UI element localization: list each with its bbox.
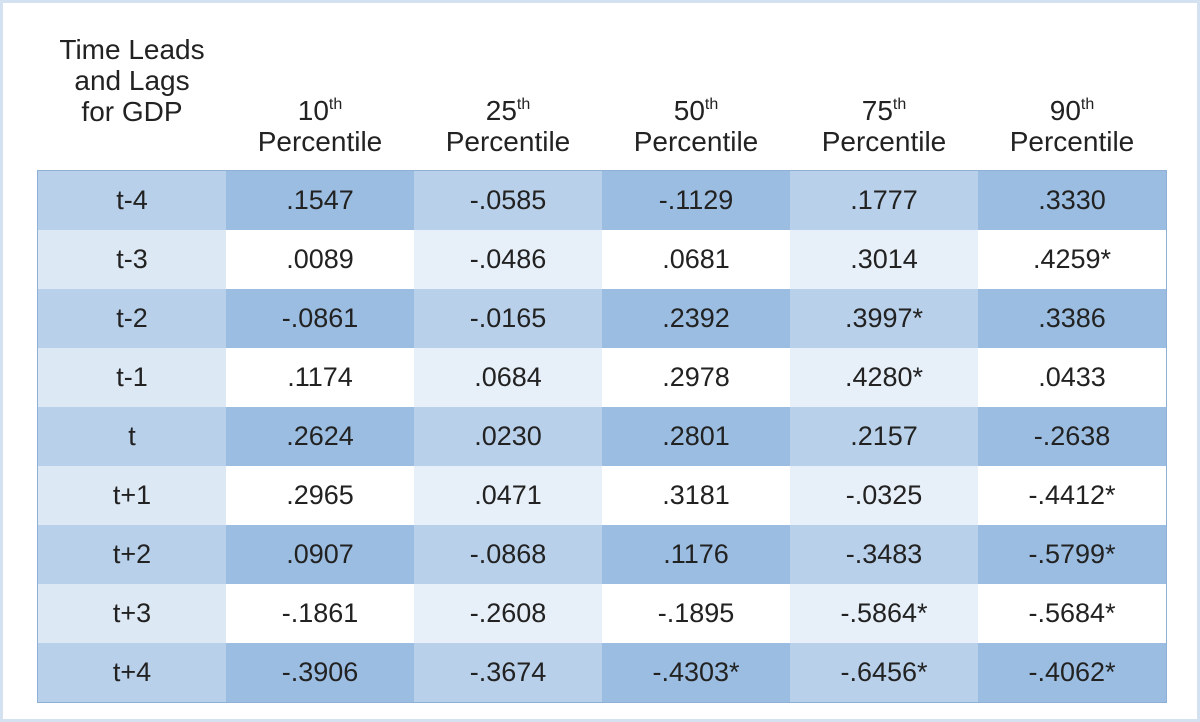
table-cell: .2978 — [602, 348, 790, 407]
table-cell: .4259* — [978, 230, 1166, 289]
table-cell: .1777 — [790, 171, 978, 230]
row-label: t-4 — [38, 171, 226, 230]
table-cell: -.0585 — [414, 171, 602, 230]
table-cell: .0089 — [226, 230, 414, 289]
column-header: 10th Percentile — [226, 30, 414, 171]
stub-header: Time Leads and Lags for GDP — [38, 30, 226, 171]
column-header-ordinal: 10th — [226, 95, 414, 126]
table-cell: .3997* — [790, 289, 978, 348]
column-header: 25th Percentile — [414, 30, 602, 171]
table-cell: .3386 — [978, 289, 1166, 348]
table-cell: -.5864* — [790, 584, 978, 643]
table-cell: .4280* — [790, 348, 978, 407]
row-label: t+4 — [38, 643, 226, 702]
ordinal-suffix: th — [892, 96, 907, 113]
table-row: t+4 -.3906 -.3674 -.4303* -.6456* -.4062* — [38, 643, 1166, 702]
table-cell: .2624 — [226, 407, 414, 466]
column-header-label: Percentile — [1009, 126, 1135, 157]
table-cell: -.0325 — [790, 466, 978, 525]
table-cell: .0433 — [978, 348, 1166, 407]
row-label: t-1 — [38, 348, 226, 407]
table-row: t+1.2965.0471.3181 -.0325 -.4412* — [38, 466, 1166, 525]
table-cell: -.4062* — [978, 643, 1166, 702]
stub-header-line: and Lags — [74, 65, 190, 96]
table-cell: -.1861 — [226, 584, 414, 643]
ordinal-number: 90 — [1049, 95, 1081, 126]
column-header-label: Percentile — [257, 126, 383, 157]
table-cell: -.4412* — [978, 466, 1166, 525]
table-cell: .0907 — [226, 525, 414, 584]
header-row: Time Leads and Lags for GDP 10th Percentile 2… — [38, 30, 1166, 171]
column-header-ordinal: 25th — [414, 95, 602, 126]
table-cell: -.1129 — [602, 171, 790, 230]
table-cell: .1174 — [226, 348, 414, 407]
row-label: t-2 — [38, 289, 226, 348]
column-header-label: Percentile — [633, 126, 759, 157]
table-cell: -.6456* — [790, 643, 978, 702]
table-cell: .3181 — [602, 466, 790, 525]
table-cell: -.5684* — [978, 584, 1166, 643]
table-cell: .2392 — [602, 289, 790, 348]
table-row: t-2 -.0861 -.0165.2392.3997* .3386 — [38, 289, 1166, 348]
ordinal-number: 75 — [861, 95, 893, 126]
column-header: 90th Percentile — [978, 30, 1166, 171]
row-label: t+1 — [38, 466, 226, 525]
column-header-label: Percentile — [821, 126, 947, 157]
column-header-label: Percentile — [445, 126, 571, 157]
table-cell: .2801 — [602, 407, 790, 466]
ordinal-number: 10 — [297, 95, 329, 126]
table-row: t+2.0907 -.0868.1176 -.3483 -.5799* — [38, 525, 1166, 584]
column-header-ordinal: 75th — [790, 95, 978, 126]
column-header-ordinal: 90th — [978, 95, 1166, 126]
row-label: t+2 — [38, 525, 226, 584]
table-cell: -.0868 — [414, 525, 602, 584]
ordinal-suffix: th — [328, 96, 343, 113]
table-cell: .2965 — [226, 466, 414, 525]
table-cell: -.4303* — [602, 643, 790, 702]
table-row: t+3 -.1861 -.2608 -.1895 -.5864* -.5684* — [38, 584, 1166, 643]
table-row: t-4.1547 -.0585 -.1129.1777.3330 — [38, 171, 1166, 230]
table-cell: .0684 — [414, 348, 602, 407]
column-header: 75th Percentile — [790, 30, 978, 171]
table-cell: -.3674 — [414, 643, 602, 702]
ordinal-suffix: th — [1080, 96, 1095, 113]
table-cell: -.2608 — [414, 584, 602, 643]
table-cell: -.2638 — [978, 407, 1166, 466]
table-cell: .0681 — [602, 230, 790, 289]
table-cell: .0230 — [414, 407, 602, 466]
stub-header-line: for GDP — [81, 96, 183, 127]
ordinal-suffix: th — [516, 96, 531, 113]
table-cell: .1547 — [226, 171, 414, 230]
ordinal-number: 50 — [673, 95, 705, 126]
row-label: t — [38, 407, 226, 466]
table-cell: -.5799* — [978, 525, 1166, 584]
table-row: t-1.1174.0684.2978.4280* .0433 — [38, 348, 1166, 407]
table-cell: -.3906 — [226, 643, 414, 702]
table-cell: .1176 — [602, 525, 790, 584]
stub-header-line: Time Leads — [59, 34, 205, 65]
row-label: t+3 — [38, 584, 226, 643]
data-table: Time Leads and Lags for GDP 10th Percentile 2… — [37, 30, 1167, 703]
table-cell: .3330 — [978, 171, 1166, 230]
table-cell: .3014 — [790, 230, 978, 289]
table-cell: -.0486 — [414, 230, 602, 289]
table-cell: -.0861 — [226, 289, 414, 348]
table-cell: .0471 — [414, 466, 602, 525]
column-header-ordinal: 50th — [602, 95, 790, 126]
column-header: 50th Percentile — [602, 30, 790, 171]
table-row: t .2624.0230.2801.2157 -.2638 — [38, 407, 1166, 466]
table-cell: -.3483 — [790, 525, 978, 584]
ordinal-suffix: th — [704, 96, 719, 113]
table-cell: .2157 — [790, 407, 978, 466]
table-row: t-3.0089 -.0486.0681.3014.4259* — [38, 230, 1166, 289]
table-cell: -.0165 — [414, 289, 602, 348]
row-label: t-3 — [38, 230, 226, 289]
table-cell: -.1895 — [602, 584, 790, 643]
table-body: t-4.1547 -.0585 -.1129.1777.3330 t-3.0089 -.… — [37, 170, 1167, 703]
ordinal-number: 25 — [485, 95, 517, 126]
